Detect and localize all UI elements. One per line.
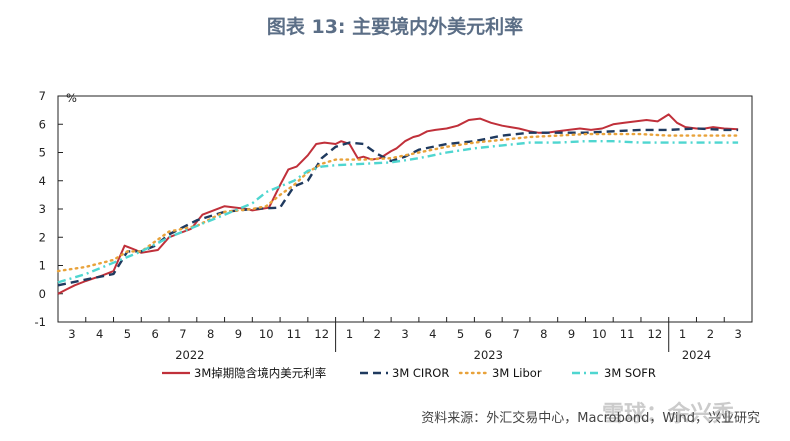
x-tick-label: 2 — [707, 327, 714, 341]
watermark: 雪球：余兴秀 — [602, 402, 735, 427]
legend-label-2: 3M Libor — [492, 366, 542, 380]
x-tick-label: 7 — [179, 327, 186, 341]
x-tick-label: 11 — [287, 327, 302, 341]
x-tick-label: 5 — [457, 327, 464, 341]
x-tick-label: 3 — [68, 327, 75, 341]
x-tick-label: 1 — [346, 327, 353, 341]
x-tick-label: 12 — [648, 327, 663, 341]
y-tick-label: 4 — [39, 174, 46, 188]
chart-title: 图表 13: 主要境内外美元利率 — [266, 16, 524, 38]
series-line-2 — [56, 132, 740, 273]
y-tick-label: 1 — [39, 259, 46, 273]
x-tick-label: 2 — [374, 327, 381, 341]
x-tick-label: 11 — [620, 327, 635, 341]
y-tick-label: -1 — [35, 315, 46, 329]
x-tick-label: 10 — [592, 327, 607, 341]
x-tick-label: 4 — [429, 327, 436, 341]
x-tick-label: 1 — [679, 327, 686, 341]
series-line-1 — [57, 127, 739, 287]
series-line-3 — [57, 140, 739, 284]
y-axis-label: % — [66, 91, 77, 105]
year-label: 2022 — [175, 348, 204, 362]
x-tick-label: 10 — [259, 327, 274, 341]
series-layer — [56, 113, 740, 295]
year-label: 2024 — [682, 348, 711, 362]
x-tick-label: 8 — [540, 327, 547, 341]
x-tick-label: 9 — [568, 327, 575, 341]
x-tick-label: 12 — [314, 327, 329, 341]
x-tick-label: 6 — [485, 327, 492, 341]
legend-label-0: 3M掉期隐含境内美元利率 — [194, 366, 326, 380]
source-note: 资料来源：外汇交易中心，Macrobond，Wind，兴业研究 — [421, 411, 760, 426]
y-tick-label: 3 — [39, 202, 46, 216]
x-tick-label: 9 — [235, 327, 242, 341]
y-tick-label: 7 — [39, 89, 46, 103]
x-tick-label: 7 — [512, 327, 519, 341]
series-line-0 — [57, 113, 739, 295]
x-tick-label: 3 — [401, 327, 408, 341]
year-label: 2023 — [474, 348, 503, 362]
y-tick-label: 0 — [39, 287, 46, 301]
x-tick-label: 3 — [734, 327, 741, 341]
legend-label-3: 3M SOFR — [604, 366, 656, 380]
x-tick-label: 5 — [124, 327, 131, 341]
y-tick-label: 6 — [39, 117, 46, 131]
x-tick-label: 8 — [207, 327, 214, 341]
legend-label-1: 3M CIROR — [392, 366, 449, 380]
y-tick-label: 2 — [39, 230, 46, 244]
x-tick-label: 6 — [151, 327, 158, 341]
legend: 3M掉期隐含境内美元利率 3M CIROR 3M Libor 3M SOFR — [162, 366, 656, 380]
y-tick-label: 5 — [39, 146, 46, 160]
x-tick-label: 4 — [96, 327, 103, 341]
